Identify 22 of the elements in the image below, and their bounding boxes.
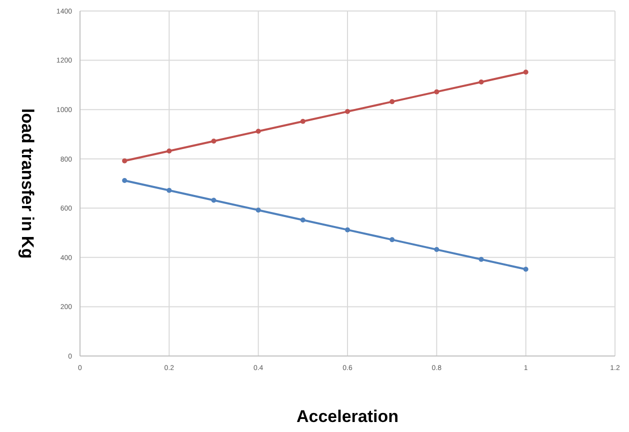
point (390, 99, 395, 104)
point (122, 158, 128, 164)
point (300, 217, 306, 222)
point (256, 208, 261, 213)
point (478, 79, 484, 84)
y-axis-title: load transfer in Kg (18, 108, 37, 259)
point (434, 89, 440, 94)
point (122, 178, 128, 184)
point (345, 109, 350, 114)
point (300, 118, 306, 124)
point (345, 227, 350, 232)
point (434, 247, 440, 252)
point (390, 237, 395, 242)
point (211, 198, 216, 203)
point (523, 70, 528, 75)
point (256, 128, 261, 134)
point (478, 256, 484, 262)
point (211, 138, 216, 144)
point (166, 148, 172, 154)
x-axis-title: Acceleration (296, 407, 399, 426)
point (166, 188, 172, 193)
point (523, 266, 528, 272)
